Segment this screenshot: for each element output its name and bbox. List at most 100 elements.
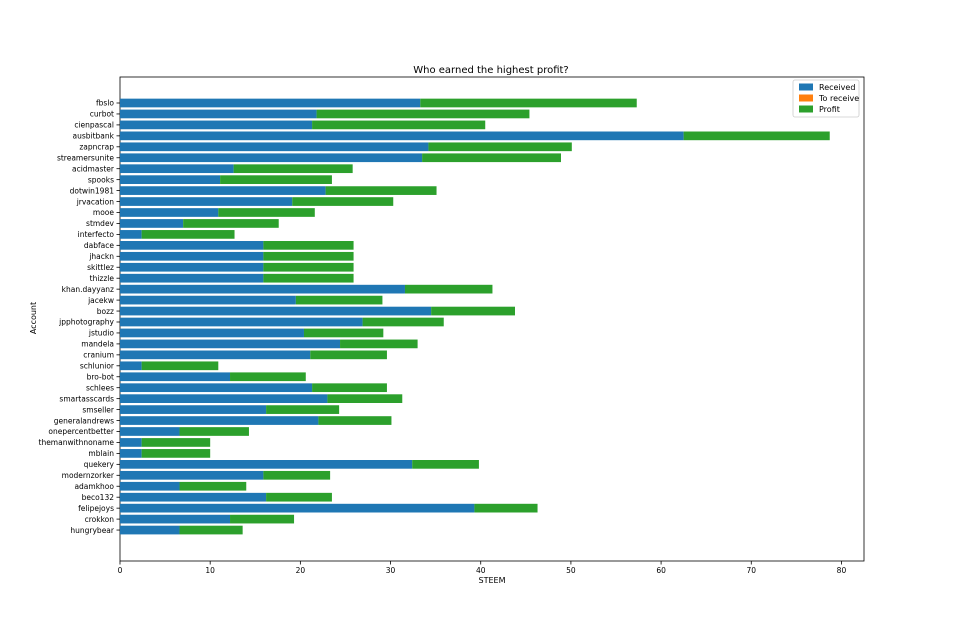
bar-profit-spooks bbox=[220, 175, 332, 184]
y-tick-label: bozz bbox=[97, 307, 114, 316]
bar-profit-thizzle bbox=[263, 273, 354, 283]
y-axis-label: Account bbox=[29, 302, 38, 334]
bar-profit-themanwithnoname bbox=[141, 438, 211, 447]
bar-profit-schlunior bbox=[141, 361, 219, 371]
bar-received-ausbitbank bbox=[120, 131, 684, 141]
bar-profit-quekery bbox=[412, 460, 479, 469]
bar-profit-onepercentbetter bbox=[179, 427, 249, 436]
y-tick-label: streamersunite bbox=[57, 153, 114, 162]
bar-profit-zapncrap bbox=[428, 142, 572, 152]
legend: Received To receive Profit bbox=[792, 79, 860, 118]
bar-profit-beco132 bbox=[266, 492, 332, 502]
y-tick-label: quekery bbox=[84, 460, 115, 469]
bar-profit-ausbitbank bbox=[683, 131, 830, 141]
bar-profit-jstudio bbox=[303, 328, 384, 338]
y-tick-label: felipejoys bbox=[78, 504, 114, 513]
y-tick-label: mooe bbox=[93, 208, 114, 217]
x-tick-label: 50 bbox=[566, 566, 576, 575]
bar-profit-cienpascal bbox=[312, 120, 486, 130]
bar-received-mandela bbox=[120, 339, 341, 349]
y-tick-label: spooks bbox=[88, 175, 114, 184]
bar-received-bozz bbox=[120, 306, 432, 316]
legend-swatch-profit bbox=[799, 105, 813, 113]
y-tick-label: jacekw bbox=[87, 296, 114, 305]
y-tick-label: smseller bbox=[82, 405, 115, 414]
bar-profit-mandela bbox=[340, 339, 418, 349]
bar-received-khan.dayyanz bbox=[120, 284, 405, 294]
y-tick-label: cranium bbox=[83, 351, 114, 360]
bar-received-schlees bbox=[120, 383, 313, 393]
legend-label-to-receive: To receive bbox=[818, 94, 859, 103]
bar-received-onepercentbetter bbox=[120, 427, 180, 436]
x-tick-label: 20 bbox=[296, 566, 306, 575]
x-tick-label: 40 bbox=[476, 566, 486, 575]
bar-received-jacekw bbox=[120, 295, 296, 305]
bar-received-jpphotography bbox=[120, 317, 363, 327]
y-tick-label: adamkhoo bbox=[74, 482, 114, 491]
y-tick-label: generalandrews bbox=[54, 416, 114, 425]
bar-profit-smartasscards bbox=[327, 394, 403, 403]
bar-received-modernzorker bbox=[120, 470, 264, 480]
bar-profit-jhackn bbox=[263, 251, 354, 261]
x-tick-label: 0 bbox=[118, 566, 123, 575]
bar-received-zapncrap bbox=[120, 142, 429, 152]
y-tick-label: interfecto bbox=[78, 230, 115, 239]
y-tick-label: curbot bbox=[90, 110, 114, 119]
bar-received-smartasscards bbox=[120, 394, 328, 403]
x-tick-label: 10 bbox=[205, 566, 215, 575]
bar-received-quekery bbox=[120, 460, 413, 469]
bar-profit-acidmaster bbox=[233, 164, 353, 174]
y-tick-label: cienpascal bbox=[74, 121, 114, 130]
bar-received-generalandrews bbox=[120, 416, 319, 425]
bar-received-cienpascal bbox=[120, 120, 313, 130]
bar-received-hungrybear bbox=[120, 525, 180, 535]
bar-received-mblain bbox=[120, 449, 142, 458]
y-tick-label: stmdev bbox=[86, 219, 115, 228]
y-tick-label: bro-bot bbox=[87, 372, 114, 381]
bar-received-dotwin1981 bbox=[120, 186, 326, 195]
bar-profit-generalandrews bbox=[318, 416, 392, 425]
chart-title: Who earned the highest profit? bbox=[413, 65, 569, 76]
bar-received-jstudio bbox=[120, 328, 304, 338]
bar-profit-dotwin1981 bbox=[325, 186, 437, 195]
bar-profit-skittlez bbox=[263, 262, 354, 272]
y-tick-label: dotwin1981 bbox=[70, 186, 115, 195]
bar-received-fbslo bbox=[120, 98, 421, 108]
y-tick-label: thizzle bbox=[90, 274, 115, 283]
y-tick-label: mandela bbox=[81, 340, 114, 349]
legend-swatch-received bbox=[799, 83, 813, 91]
x-tick-layer: 0 10 20 30 40 50 60 70 80 bbox=[118, 561, 847, 575]
x-tick-label: 80 bbox=[837, 566, 847, 575]
bar-received-dabface bbox=[120, 241, 264, 250]
bar-profit-smseller bbox=[266, 405, 340, 414]
bar-profit-cranium bbox=[310, 350, 387, 360]
bar-received-interfecto bbox=[120, 230, 142, 239]
y-tick-label: crokkon bbox=[85, 515, 115, 524]
bar-profit-modernzorker bbox=[263, 470, 331, 480]
bar-profit-mblain bbox=[141, 449, 211, 458]
y-tick-label: onepercentbetter bbox=[48, 427, 115, 436]
y-tick-label: ausbitbank bbox=[73, 132, 115, 141]
y-tick-label: skittlez bbox=[87, 263, 114, 272]
x-tick-label: 60 bbox=[656, 566, 666, 575]
bar-profit-jrvacation bbox=[292, 197, 394, 206]
bar-profit-jacekw bbox=[295, 295, 383, 305]
bar-profit-stmdev bbox=[183, 219, 279, 228]
bar-profit-adamkhoo bbox=[179, 481, 247, 491]
y-tick-label: jrvacation bbox=[76, 197, 115, 206]
bar-received-acidmaster bbox=[120, 164, 234, 174]
y-tick-label: schlees bbox=[86, 383, 114, 392]
bar-received-adamkhoo bbox=[120, 481, 180, 491]
y-tick-label: fbslo bbox=[96, 99, 114, 108]
y-tick-label: jstudio bbox=[88, 329, 115, 338]
bar-profit-crokkon bbox=[230, 514, 295, 524]
y-tick-label: mblain bbox=[88, 449, 114, 458]
bar-profit-interfecto bbox=[141, 230, 235, 239]
bar-received-thizzle bbox=[120, 273, 264, 283]
bar-received-cranium bbox=[120, 350, 311, 360]
bar-received-beco132 bbox=[120, 492, 267, 502]
bar-received-crokkon bbox=[120, 514, 231, 524]
y-tick-label: zapncrap bbox=[79, 143, 114, 152]
x-tick-label: 70 bbox=[746, 566, 756, 575]
